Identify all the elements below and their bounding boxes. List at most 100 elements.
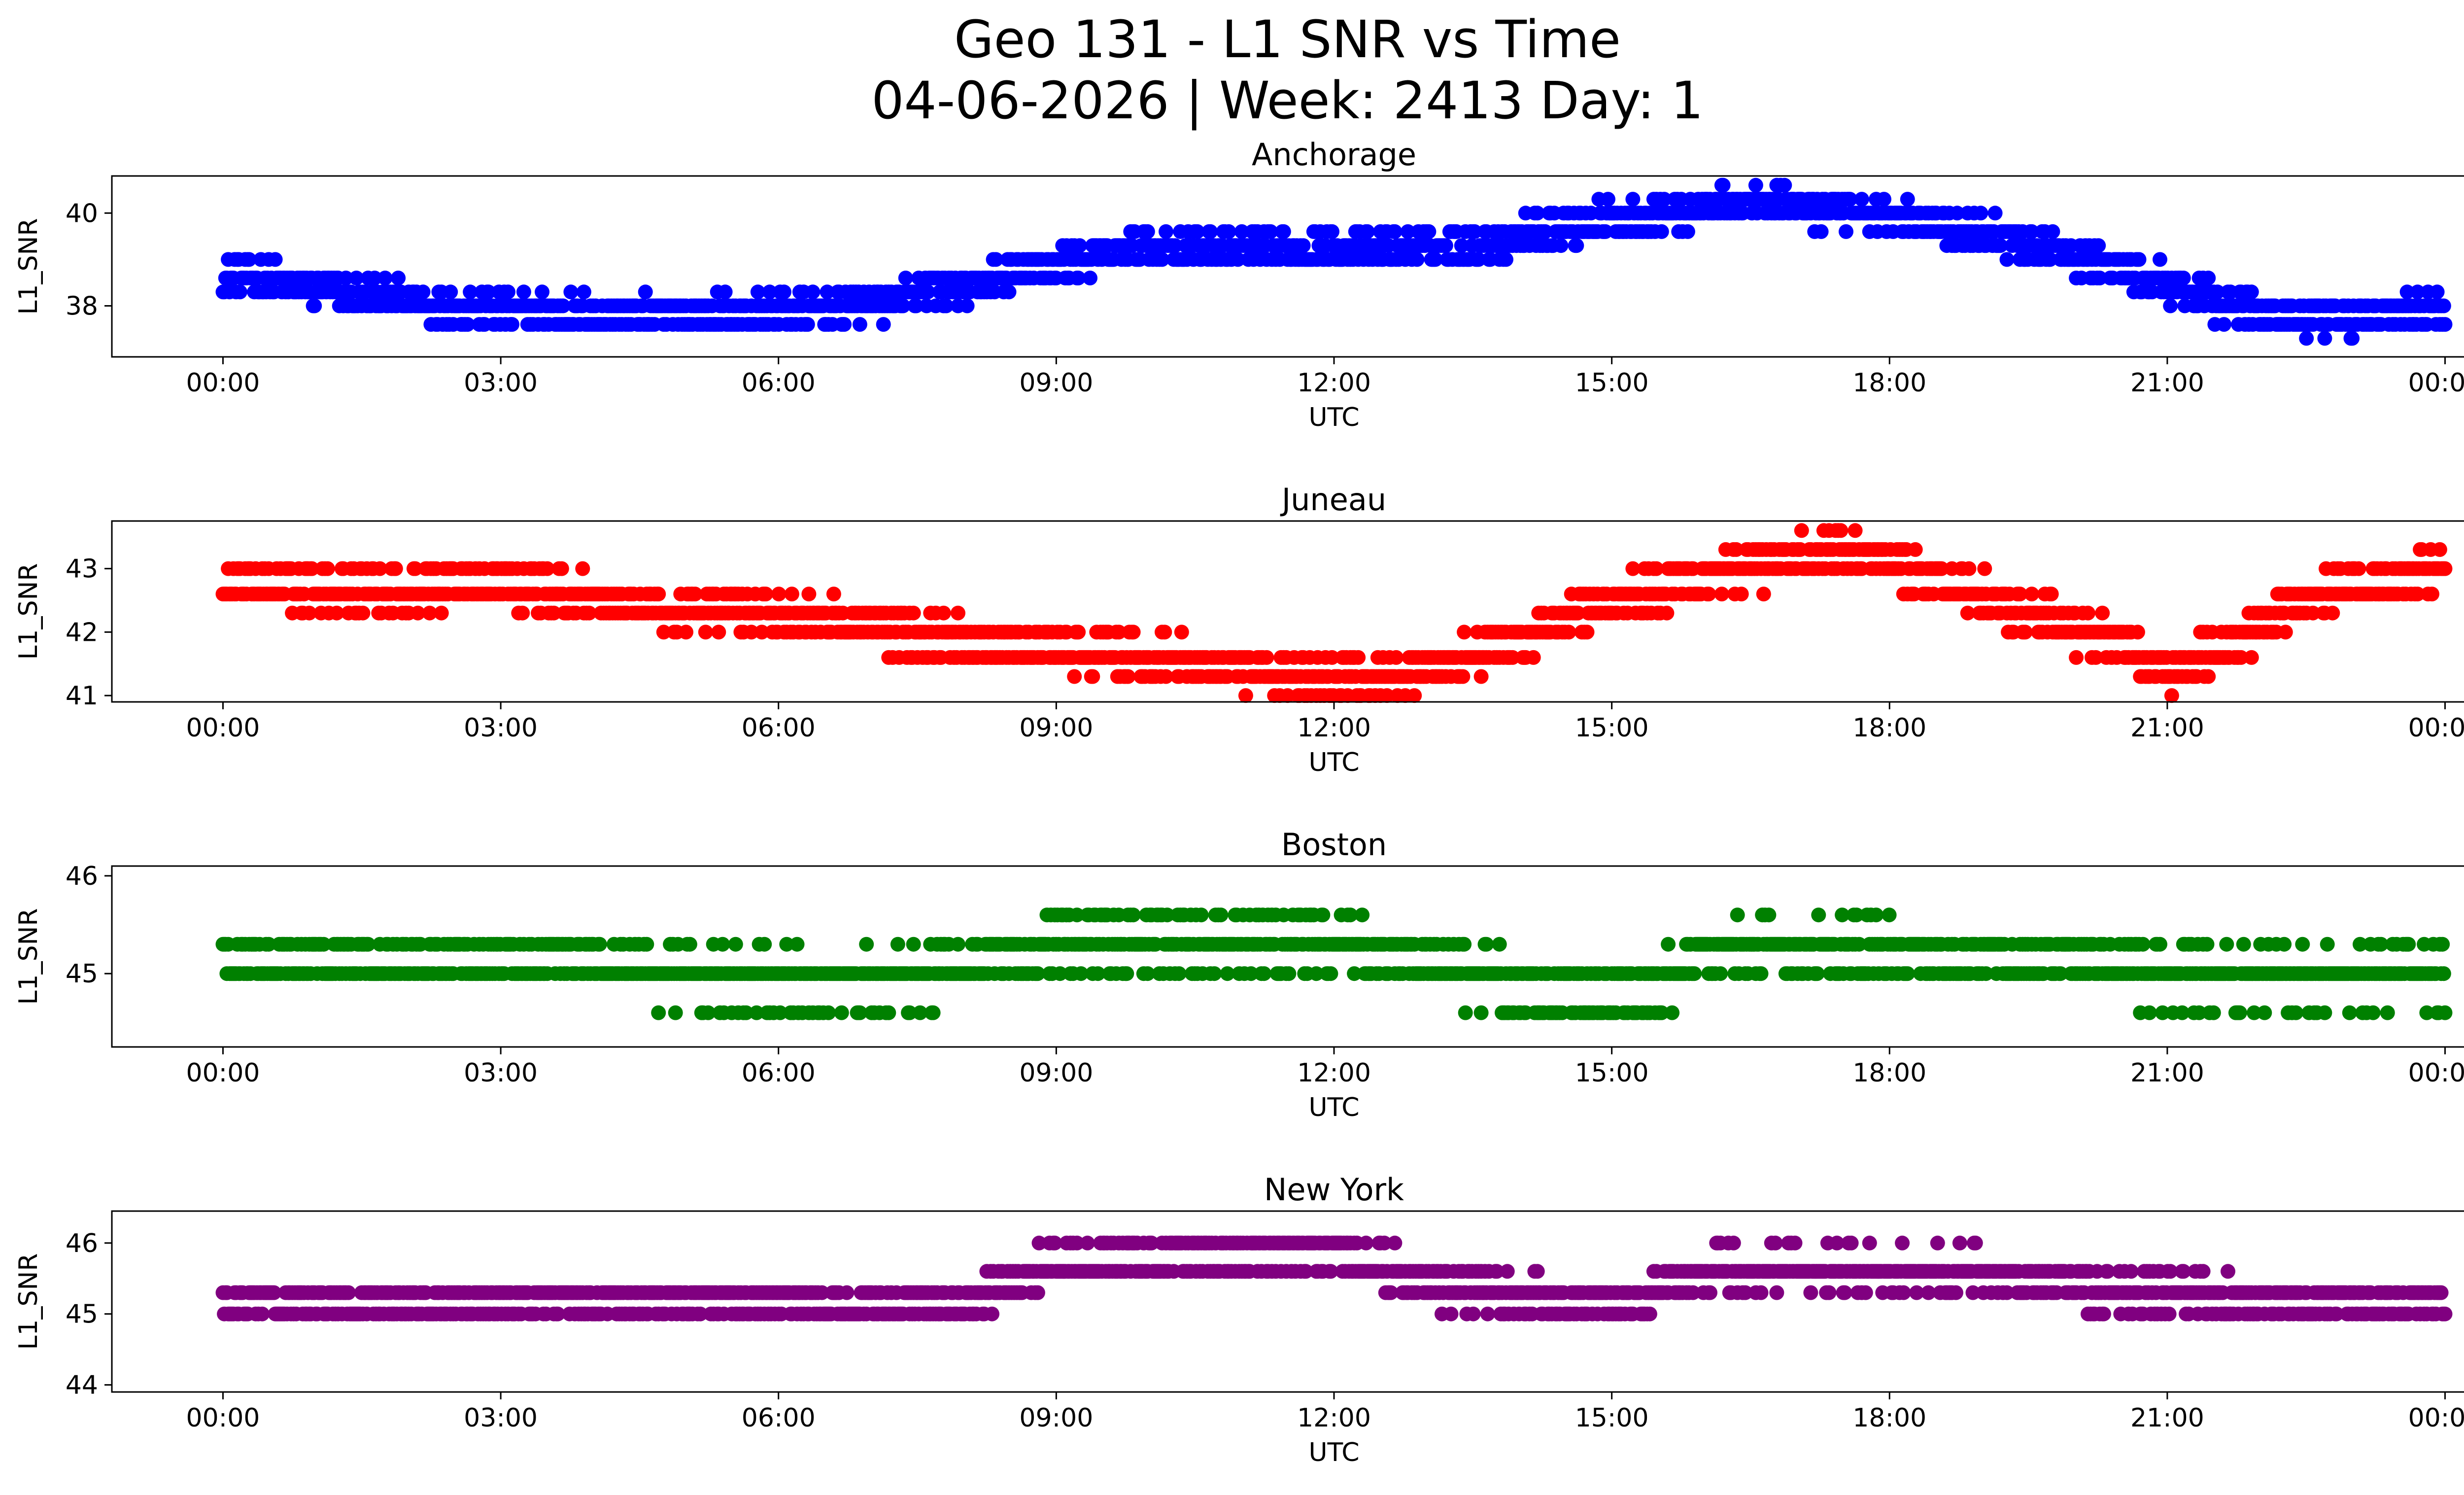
- data-point: [1900, 192, 1915, 207]
- data-point: [1458, 1005, 1473, 1020]
- data-point: [715, 937, 730, 952]
- x-axis-label: UTC: [1308, 403, 1359, 432]
- x-tick-label: 00:00: [186, 713, 260, 743]
- data-point: [422, 605, 437, 621]
- data-point: [1571, 605, 1585, 621]
- data-point: [920, 284, 935, 300]
- data-point: [1701, 587, 1716, 602]
- data-point: [2399, 284, 2415, 300]
- data-point: [2219, 937, 2234, 952]
- data-point: [895, 298, 911, 313]
- data-point: [2176, 271, 2191, 285]
- data-point: [434, 605, 449, 621]
- data-point: [2091, 238, 2106, 253]
- data-point: [1659, 605, 1675, 621]
- data-point: [1473, 669, 1489, 684]
- data-point: [1257, 966, 1271, 981]
- data-point: [1657, 192, 1672, 207]
- data-point: [2244, 650, 2259, 665]
- data-point: [1665, 1005, 1680, 1020]
- data-point: [951, 605, 965, 621]
- data-point: [307, 298, 322, 313]
- data-point: [338, 271, 353, 285]
- data-point: [1067, 669, 1082, 684]
- data-point: [711, 625, 726, 640]
- data-point: [1157, 625, 1172, 640]
- y-axis-label: L1_SNR: [14, 563, 43, 660]
- data-point: [575, 561, 590, 576]
- x-tick-label: 06:00: [742, 368, 816, 398]
- data-point: [1625, 561, 1641, 576]
- x-axis-label: UTC: [1308, 748, 1359, 777]
- data-point: [535, 284, 549, 300]
- data-point: [1230, 252, 1245, 267]
- subplot-title: Boston: [1281, 827, 1387, 863]
- data-point: [1325, 224, 1339, 239]
- data-point: [1360, 224, 1375, 239]
- data-point: [2164, 688, 2179, 703]
- data-point: [1794, 523, 1809, 538]
- data-point: [1505, 650, 1520, 665]
- data-point: [906, 937, 921, 952]
- data-point: [1471, 252, 1486, 267]
- data-point: [1715, 177, 1731, 193]
- subplot-title: Anchorage: [1252, 137, 1416, 173]
- data-point: [2153, 252, 2167, 267]
- data-point: [777, 284, 791, 300]
- data-point: [771, 587, 787, 602]
- data-point: [372, 561, 387, 576]
- data-point: [784, 587, 799, 602]
- data-point: [1530, 206, 1545, 221]
- data-point: [261, 937, 276, 952]
- data-point: [1171, 966, 1187, 981]
- data-point: [563, 284, 579, 300]
- data-point: [576, 284, 591, 300]
- data-point: [1499, 252, 1513, 267]
- data-point: [909, 298, 924, 313]
- data-point: [2024, 587, 2039, 602]
- data-point: [718, 284, 733, 300]
- data-point: [2201, 669, 2216, 684]
- data-point: [2437, 561, 2453, 576]
- data-point: [1934, 561, 1949, 576]
- x-tick-label: 12:00: [1297, 368, 1371, 398]
- data-point: [2244, 284, 2259, 300]
- x-tick-label: 15:00: [1575, 713, 1649, 743]
- data-point: [1407, 688, 1422, 703]
- data-point: [2092, 271, 2107, 285]
- data-point: [1598, 224, 1613, 239]
- data-point: [302, 605, 317, 621]
- data-point: [1428, 252, 1443, 267]
- x-tick-label: 12:00: [1297, 713, 1371, 743]
- data-point: [837, 317, 852, 332]
- data-point: [936, 605, 951, 621]
- data-point: [1203, 224, 1218, 239]
- data-point: [906, 605, 921, 621]
- data-point: [1625, 192, 1641, 207]
- data-point: [1400, 224, 1415, 239]
- data-point: [1569, 238, 1584, 253]
- data-point: [1811, 907, 1826, 923]
- data-point: [1761, 907, 1777, 923]
- data-point: [2142, 1005, 2157, 1020]
- data-point: [2044, 587, 2059, 602]
- data-point: [1833, 523, 1848, 538]
- data-point: [1601, 192, 1615, 207]
- data-point: [1379, 688, 1395, 703]
- data-point: [2210, 284, 2225, 300]
- data-point: [1238, 688, 1253, 703]
- x-tick-label: 06:00: [742, 713, 816, 743]
- y-tick-label: 43: [66, 555, 98, 584]
- data-point: [2095, 605, 2110, 621]
- data-point: [821, 1005, 836, 1020]
- data-point: [481, 284, 496, 300]
- data-point: [758, 587, 773, 602]
- x-tick-label: 00:00: [2408, 368, 2464, 398]
- x-tick-label: 18:00: [1852, 713, 1926, 743]
- data-point: [1207, 966, 1222, 981]
- data-point: [582, 605, 597, 621]
- data-point: [1999, 252, 2015, 267]
- data-point: [881, 1005, 896, 1020]
- data-point: [415, 284, 431, 300]
- data-point: [1993, 238, 2008, 253]
